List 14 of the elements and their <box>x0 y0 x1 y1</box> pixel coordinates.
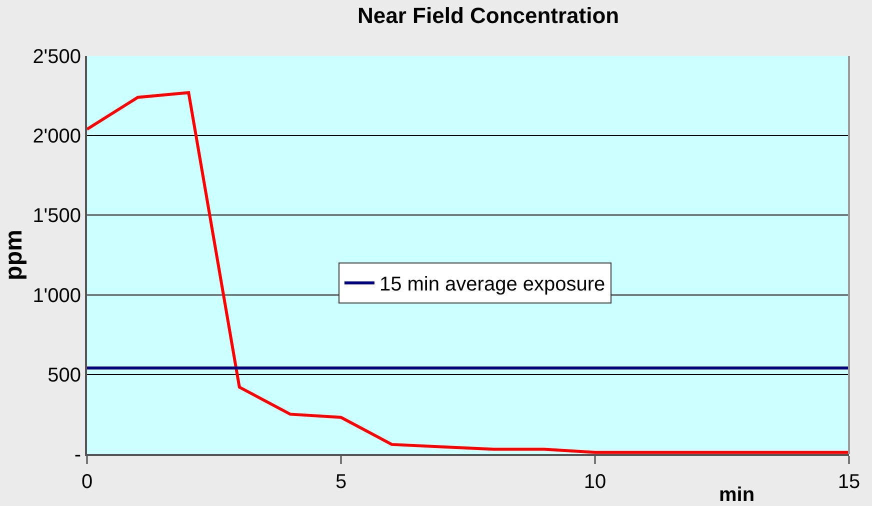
x-tick-label: 0 <box>81 471 93 493</box>
y-tick-label: 1'000 <box>32 284 81 307</box>
legend-label: 15 min average exposure <box>379 274 606 296</box>
x-tick-label: 15 <box>838 471 860 493</box>
chart-title: Near Field Concentration <box>358 2 620 28</box>
y-tick-label: - <box>74 444 81 466</box>
y-tick-label: 1'500 <box>32 205 81 228</box>
y-tick-label: 500 <box>48 364 81 386</box>
y-axis-title: ppm <box>0 230 28 280</box>
x-tick-label: 5 <box>335 471 347 493</box>
y-tick-label: 2'000 <box>32 126 81 148</box>
y-tick-label: 2'500 <box>32 46 81 68</box>
x-axis-title: min <box>719 484 755 506</box>
x-tick-label: 10 <box>584 471 606 493</box>
